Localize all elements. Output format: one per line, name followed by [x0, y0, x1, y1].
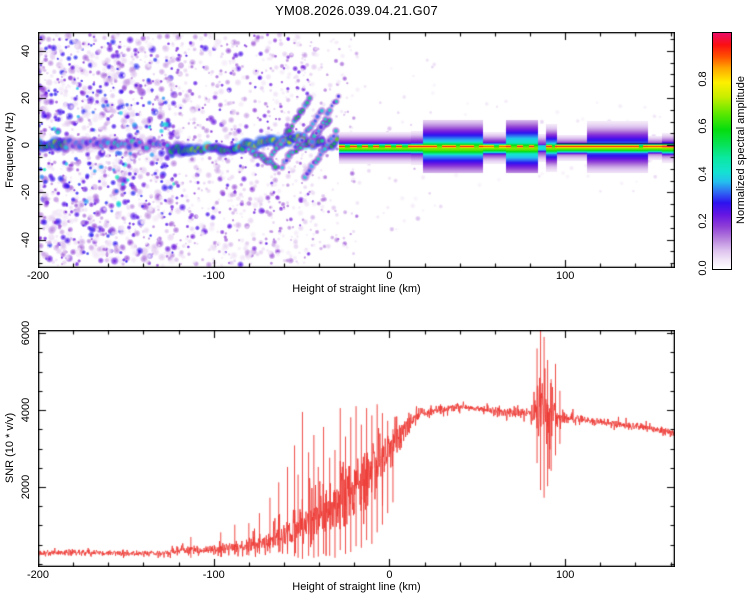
spectrogram-y-axis-label: Frequency (Hz): [4, 112, 16, 188]
colorbar-label: Normalized spectral amplitude: [735, 76, 747, 224]
tick-label: 100: [555, 569, 575, 581]
tick-label: 0.0: [697, 260, 709, 276]
tick-label: 0: [386, 569, 393, 581]
tick-label: 0.8: [697, 71, 709, 87]
tick-label: -200: [26, 569, 50, 581]
tick-label: 4000: [20, 397, 32, 423]
spectrogram-x-axis-label: Height of straight line (km): [292, 283, 421, 295]
tick-label: 40: [20, 44, 32, 57]
snr-x-axis-label: Height of straight line (km): [292, 581, 421, 593]
tick-label: -40: [20, 231, 32, 248]
snr-canvas: [38, 330, 675, 567]
tick-label: -20: [20, 184, 32, 201]
tick-label: 0.4: [697, 165, 709, 182]
tick-label: 6000: [20, 320, 32, 346]
tick-label: 2000: [20, 474, 32, 500]
tick-label: 0: [20, 142, 32, 149]
tick-label: -100: [202, 569, 225, 581]
tick-label: -100: [202, 270, 225, 282]
snr-y-axis-label: SNR (10 * v/v): [4, 412, 16, 484]
tick-label: 0.2: [697, 213, 709, 229]
tick-label: 100: [555, 270, 575, 282]
colorbar: [712, 32, 732, 270]
tick-label: 20: [20, 91, 32, 105]
plot-title: YM08.2026.039.04.21.G07: [274, 3, 439, 18]
spectrogram-canvas: [38, 32, 675, 268]
tick-label: -200: [26, 270, 50, 282]
tick-label: 0.6: [697, 118, 709, 135]
tick-label: 0: [386, 270, 393, 282]
